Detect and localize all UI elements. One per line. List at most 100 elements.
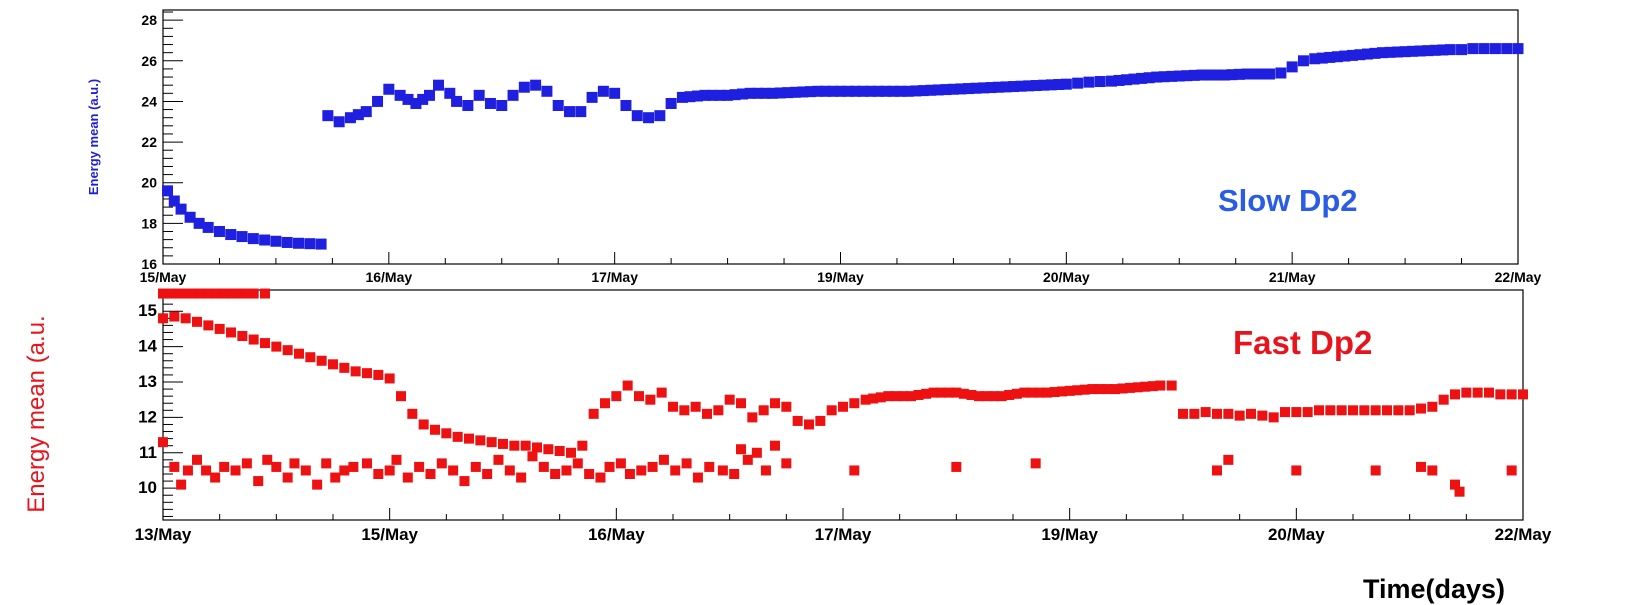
data-point	[270, 235, 282, 247]
data-point	[1456, 44, 1468, 56]
data-point	[910, 85, 922, 97]
scatter-point	[561, 465, 572, 476]
data-point	[1155, 380, 1166, 391]
data-point	[1147, 381, 1158, 392]
data-point	[192, 316, 202, 327]
x-tick-label: 16/May	[588, 525, 645, 544]
data-point	[1286, 61, 1298, 73]
data-point	[1226, 69, 1238, 81]
data-point	[475, 435, 486, 446]
scatter-point	[448, 465, 459, 476]
data-point	[498, 438, 508, 449]
x-tick-label: 19/May	[817, 269, 864, 285]
data-point	[173, 288, 184, 299]
data-point	[1023, 80, 1035, 92]
data-point	[1241, 68, 1253, 80]
slow-plot-frame	[162, 9, 1519, 265]
data-point	[1257, 410, 1268, 421]
data-point	[1151, 71, 1163, 83]
data-point	[850, 85, 862, 97]
data-point	[543, 444, 554, 455]
data-point	[184, 211, 196, 223]
data-point	[1331, 51, 1343, 63]
data-point	[339, 362, 350, 373]
data-point	[1359, 405, 1370, 416]
slow-x-axis: 15/May 16/May 17/May 19/May 20/May 21/May 22/M…	[140, 252, 1542, 285]
data-point	[433, 79, 445, 91]
scatter-point	[595, 472, 606, 483]
data-point	[226, 288, 236, 299]
data-point	[1143, 72, 1155, 84]
data-point	[1064, 385, 1075, 396]
data-point	[989, 391, 1000, 402]
data-point	[282, 345, 293, 356]
scatter-point	[1291, 465, 1302, 476]
data-point	[713, 405, 724, 416]
y-tick-label: 12	[138, 407, 157, 426]
data-point	[169, 311, 180, 322]
data-point	[1057, 386, 1068, 397]
data-point	[372, 95, 384, 107]
data-point	[1414, 45, 1426, 57]
data-point	[1079, 384, 1090, 395]
x-tick-label: 15/May	[361, 525, 418, 544]
scatter-point	[282, 472, 293, 483]
data-point	[826, 405, 837, 416]
scatter-point	[670, 465, 681, 476]
data-point	[1000, 81, 1012, 93]
data-point	[875, 392, 886, 403]
data-point	[656, 387, 667, 398]
data-point	[1128, 73, 1140, 85]
data-point	[1314, 405, 1324, 416]
y-tick-label: 22	[141, 134, 157, 150]
data-point	[643, 112, 655, 124]
data-point	[1188, 69, 1200, 81]
data-point	[452, 431, 463, 442]
data-point	[1512, 43, 1524, 55]
data-point	[665, 97, 677, 109]
scatter-point	[729, 469, 740, 479]
y-tick-label: 14	[138, 337, 157, 356]
data-point	[966, 389, 977, 400]
data-point	[676, 91, 688, 103]
slow-dp2-panel: 16 18 20 22 24 26 28 15/May 16/May 17/May 19/May 2…	[86, 9, 1542, 285]
data-point	[1200, 407, 1211, 418]
data-point	[631, 110, 643, 122]
data-point	[1038, 79, 1050, 91]
data-point	[890, 391, 901, 402]
data-point	[1019, 387, 1030, 398]
data-point	[974, 391, 984, 402]
x-axis-title: Time(days)	[1363, 574, 1505, 604]
data-point	[736, 398, 746, 409]
data-point	[350, 366, 361, 377]
data-point	[722, 89, 734, 101]
data-point	[1233, 68, 1245, 80]
scatter-point	[210, 472, 221, 483]
data-point	[724, 394, 735, 405]
data-point	[210, 288, 221, 299]
data-point	[305, 352, 316, 363]
data-point	[985, 82, 997, 94]
data-point	[1166, 380, 1177, 391]
data-point	[838, 401, 848, 412]
scatter-point	[658, 454, 669, 465]
scatter-point	[636, 465, 647, 476]
data-point	[271, 341, 282, 352]
y-tick-label: 26	[141, 53, 157, 69]
data-point	[1275, 67, 1287, 79]
x-tick-label: 20/May	[1268, 525, 1325, 544]
data-point	[1140, 381, 1151, 392]
data-point	[857, 85, 869, 97]
scatter-point	[736, 444, 746, 455]
scatter-point	[384, 465, 395, 476]
data-point	[970, 82, 982, 94]
data-point	[707, 89, 719, 101]
scatter-point	[312, 479, 323, 490]
scatter-point	[493, 454, 504, 465]
data-point	[774, 87, 786, 99]
data-point	[484, 97, 496, 109]
data-point	[955, 83, 967, 95]
data-point	[384, 373, 395, 384]
data-point	[1461, 387, 1472, 398]
